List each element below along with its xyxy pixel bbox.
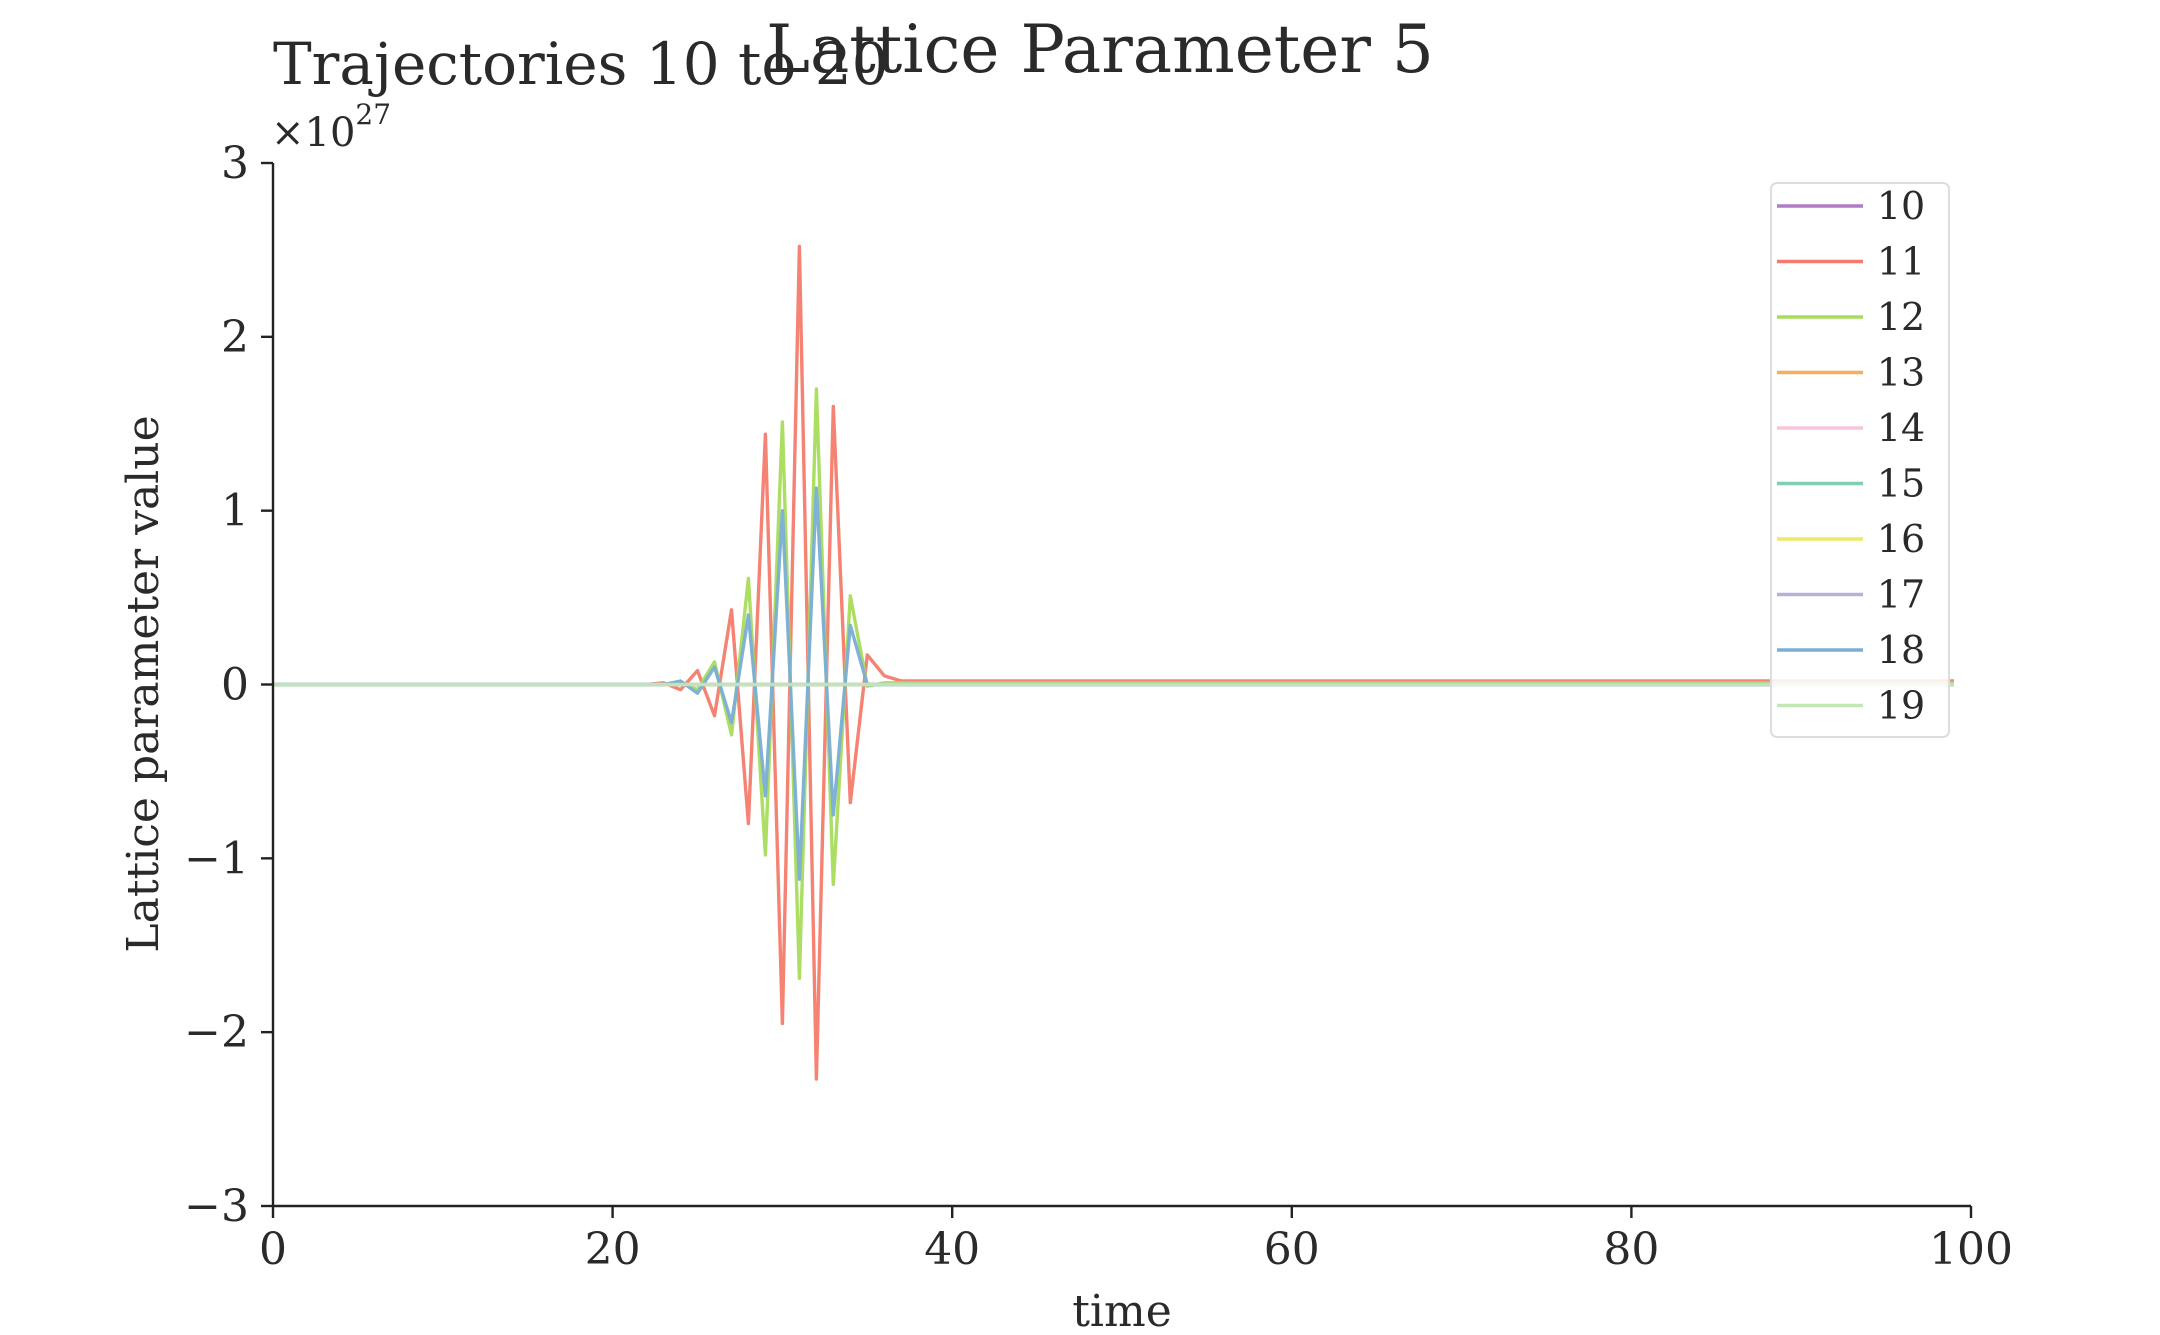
y-tick-label: 3 [221,138,249,189]
legend-label-10: 10 [1877,184,1925,228]
legend-items: 10 11 12 13 14 15 16 17 18 19 [1777,184,1925,728]
legend-label-13: 13 [1877,351,1925,395]
legend-label-15: 15 [1877,462,1925,506]
legend: 10 11 12 13 14 15 16 17 18 19 [1770,182,1950,738]
series-layer [273,244,1954,1081]
y-tick-label: −3 [184,1181,249,1232]
x-tick-label: 40 [924,1224,980,1275]
legend-frame [1770,182,1950,738]
y-axis-offset: ×1027 [271,98,391,156]
y-tick-label: 1 [221,486,249,537]
chart-subtitle: Trajectories 10 to 20 [273,30,889,98]
legend-label-18: 18 [1877,628,1925,672]
legend-label-14: 14 [1877,406,1925,450]
x-tick-label: 0 [259,1224,287,1275]
y-axis-offset-base: ×10 [271,110,355,156]
series-line-11 [273,244,1954,1081]
x-tick-label: 100 [1929,1224,2013,1275]
y-tick-label: 0 [221,660,249,711]
y-axis-label: Lattice parameter value [118,415,169,952]
legend-label-17: 17 [1877,573,1925,617]
x-tick-label: 20 [585,1224,641,1275]
y-tick-label: 2 [221,312,249,363]
chart-title: Lattice Parameter 5 [766,11,1434,88]
legend-label-12: 12 [1877,295,1925,339]
x-tick-label: 80 [1603,1224,1659,1275]
legend-label-11: 11 [1877,240,1925,284]
legend-label-19: 19 [1877,684,1925,728]
x-ticks: 0 20 40 60 80 100 [259,1206,2013,1275]
legend-label-16: 16 [1877,517,1925,561]
x-tick-label: 60 [1264,1224,1320,1275]
y-ticks: −3 −2 −1 0 1 2 3 [184,138,273,1232]
x-axis-label: time [1072,1286,1172,1335]
y-axis-offset-exponent: 27 [355,98,391,131]
y-tick-label: −1 [184,833,249,884]
y-tick-label: −2 [184,1007,249,1058]
